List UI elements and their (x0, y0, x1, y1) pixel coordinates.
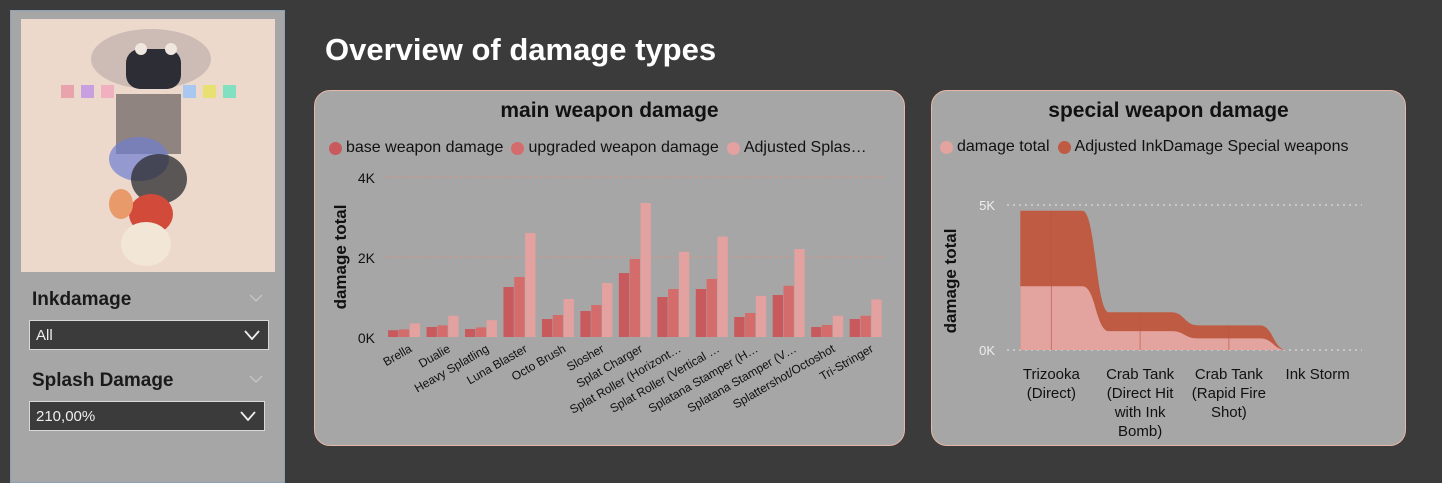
x-tick-label: Ink Storm (1286, 366, 1350, 383)
legend-dot (726, 141, 740, 155)
bar (437, 325, 448, 337)
y-axis-label: damage total (941, 229, 960, 334)
legend-item-adjusted-special[interactable]: Adjusted InkDamage Special weapons (1057, 138, 1349, 156)
legend-dot (1057, 140, 1071, 154)
inkdamage-selected-value: All (36, 327, 53, 344)
bar (668, 289, 679, 337)
bar (755, 295, 767, 337)
bar (860, 315, 871, 337)
bar (409, 323, 421, 337)
legend-item-adjusted[interactable]: Adjusted Splas… (726, 139, 867, 157)
legend-dot (940, 140, 953, 154)
y-tick-label: 2K (358, 250, 376, 266)
splash-damage-slicer-title: Splash Damage (32, 370, 174, 391)
x-tick-label: Crab Tank (1195, 366, 1264, 383)
splash-damage-dropdown[interactable]: 210,00% (29, 401, 265, 431)
y-tick-label: 5K (979, 198, 995, 213)
bar (629, 259, 641, 337)
area-series-adjusted (1020, 210, 1349, 350)
bar (794, 249, 805, 337)
legend-label: damage total (957, 138, 1050, 155)
page-title: Overview of damage types (325, 32, 717, 67)
splash-damage-selected-value: 210,00% (36, 408, 96, 425)
main-weapon-chart-card[interactable]: main weapon damage base weapon damage up… (314, 90, 905, 446)
bar (832, 315, 844, 337)
y-tick-label: 0K (358, 330, 376, 346)
bar (563, 299, 574, 337)
bar (821, 325, 833, 337)
bar (486, 320, 498, 337)
legend-item-upgraded[interactable]: upgraded weapon damage (511, 139, 719, 157)
special-weapon-chart-card[interactable]: special weapon damage damage total Adjus… (931, 90, 1406, 446)
bar (580, 311, 591, 337)
x-tick-label: (Direct) (1027, 385, 1076, 402)
x-tick-label: Trizooka (1023, 366, 1081, 383)
x-tick-label: Crab Tank (1106, 366, 1175, 383)
chevron-down-icon (244, 330, 260, 340)
filter-pane: Inkdamage All Splash Damage 210,00% (10, 10, 285, 483)
x-tick-label: (Direct Hit (1107, 385, 1174, 402)
bar (772, 295, 784, 337)
y-tick-label: 4K (358, 170, 376, 186)
chevron-down-icon (240, 411, 256, 421)
legend-label: base weapon damage (346, 139, 504, 156)
special-chart-legend: damage total Adjusted InkDamage Special … (940, 138, 1356, 156)
bar (745, 313, 756, 337)
legend-label: Adjusted Splas… (743, 139, 867, 156)
legend-item-base[interactable]: base weapon damage (329, 139, 503, 157)
bar (552, 315, 564, 337)
legend-label: Adjusted InkDamage Special weapons (1074, 138, 1349, 155)
bar (448, 315, 459, 337)
bar (525, 233, 536, 337)
main-chart-title: main weapon damage (500, 99, 719, 122)
splatoon-artwork-image (21, 19, 275, 272)
bar (678, 251, 690, 337)
bar (657, 297, 668, 337)
bar (706, 279, 717, 337)
bar (618, 273, 630, 337)
chevron-down-icon[interactable] (249, 293, 263, 303)
bar (398, 329, 410, 337)
special-chart-title: special weapon damage (1048, 99, 1289, 122)
bar (541, 319, 553, 337)
x-tick-label: Brella (381, 341, 415, 369)
legend-label: upgraded weapon damage (528, 139, 719, 156)
x-tick-label: (Rapid Fire (1192, 385, 1266, 402)
bar (465, 329, 476, 337)
legend-dot (329, 141, 342, 155)
inkdamage-dropdown[interactable]: All (29, 320, 269, 350)
bar (849, 319, 860, 337)
y-axis-label: damage total (331, 205, 350, 310)
y-tick-label: 0K (979, 343, 995, 358)
chevron-down-icon[interactable] (249, 374, 263, 384)
x-tick-label: with Ink (1114, 404, 1166, 421)
bar (871, 299, 882, 337)
bar (640, 203, 651, 337)
special-area-chart: 0K 5K damage total Trizooka (Direct) Crab Tan… (941, 198, 1362, 440)
bar (591, 305, 602, 337)
bar (811, 327, 822, 337)
x-tick-label: Bomb) (1118, 423, 1162, 440)
area-series-total (1020, 286, 1349, 350)
bar (388, 330, 399, 337)
main-chart-legend: base weapon damage upgraded weapon damag… (329, 139, 875, 157)
bar (734, 317, 745, 337)
bar (475, 327, 487, 337)
inkdamage-slicer-title: Inkdamage (32, 289, 132, 310)
bar (695, 289, 707, 337)
bar (514, 277, 525, 337)
legend-item-damage-total[interactable]: damage total (940, 138, 1050, 156)
bar (602, 283, 613, 337)
legend-dot (511, 141, 525, 155)
bar (783, 285, 794, 337)
bar (426, 327, 437, 337)
bar (503, 287, 514, 337)
bar (717, 236, 728, 337)
x-tick-label: Shot) (1211, 404, 1247, 421)
